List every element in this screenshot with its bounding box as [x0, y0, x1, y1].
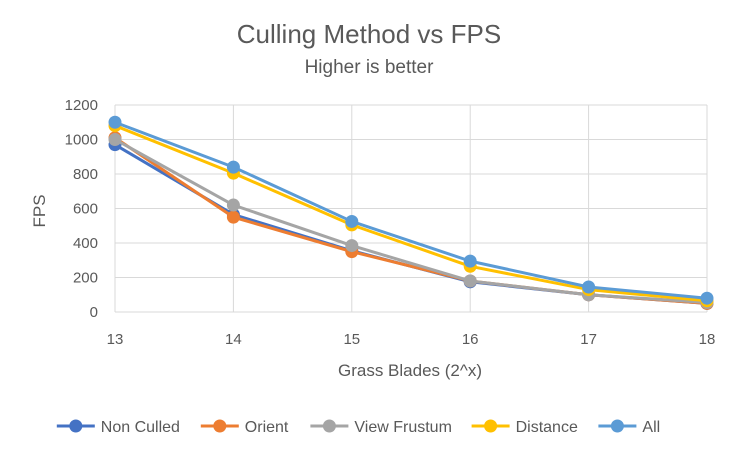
legend-item-non-culled: Non Culled — [56, 419, 180, 436]
x-tick-label: 15 — [343, 331, 360, 348]
data-point — [226, 198, 240, 212]
y-tick-label: 200 — [73, 270, 98, 287]
data-point — [226, 210, 240, 224]
series-line-non-culled — [114, 143, 708, 305]
y-axis-label: FPS — [30, 194, 49, 227]
legend-item-view-frustum: View Frustum — [310, 419, 452, 436]
x-tick-label: 16 — [462, 331, 479, 348]
legend-swatch-marker — [213, 419, 227, 433]
series-line-view-frustum — [114, 138, 708, 305]
x-tick-label: 17 — [580, 331, 597, 348]
legend: Non Culled Orient View Frustum Distance All — [56, 419, 660, 436]
chart-title: Culling Method vs FPS — [237, 19, 501, 49]
data-point — [582, 280, 596, 294]
y-tick-label: 800 — [73, 166, 98, 183]
legend-item-all: All — [598, 419, 660, 436]
legend-label: View Frustum — [354, 419, 452, 436]
series-all — [108, 115, 714, 305]
data-point — [108, 133, 122, 146]
data-point — [345, 214, 359, 228]
x-axis-ticks: 13 14 15 16 17 18 — [107, 331, 716, 348]
data-point — [463, 254, 477, 268]
data-point — [226, 160, 240, 174]
y-tick-label: 400 — [73, 235, 98, 252]
x-tick-label: 13 — [107, 331, 124, 348]
legend-label: Distance — [516, 419, 578, 436]
data-point — [463, 274, 477, 288]
legend-label: Non Culled — [101, 419, 180, 436]
data-point — [345, 239, 359, 253]
series-line-distance — [114, 124, 708, 303]
y-tick-label: 1000 — [65, 132, 98, 149]
data-point — [108, 115, 122, 129]
y-tick-label: 1200 — [65, 97, 98, 114]
legend-swatch-marker — [322, 419, 336, 433]
legend-item-orient: Orient — [200, 419, 289, 436]
legend-item-distance: Distance — [471, 419, 578, 436]
legend-swatch-marker — [484, 419, 498, 433]
legend-swatch-marker — [610, 419, 624, 433]
y-axis-ticks: 0 200 400 600 800 1000 1200 — [65, 97, 98, 321]
legend-label: All — [642, 419, 660, 436]
y-tick-label: 600 — [73, 201, 98, 218]
grid-lines — [114, 104, 708, 313]
series-line-all — [114, 120, 708, 300]
legend-label: Orient — [245, 419, 289, 436]
x-tick-label: 14 — [225, 331, 242, 348]
chart-subtitle: Higher is better — [305, 57, 435, 78]
legend-swatch-marker — [69, 419, 83, 433]
series-distance — [108, 119, 714, 308]
data-point — [700, 291, 714, 305]
series-lines — [108, 115, 714, 310]
x-axis-label: Grass Blades (2^x) — [338, 361, 482, 380]
x-tick-label: 18 — [699, 331, 716, 348]
y-tick-label: 0 — [90, 304, 98, 321]
series-non-culled — [108, 138, 714, 310]
